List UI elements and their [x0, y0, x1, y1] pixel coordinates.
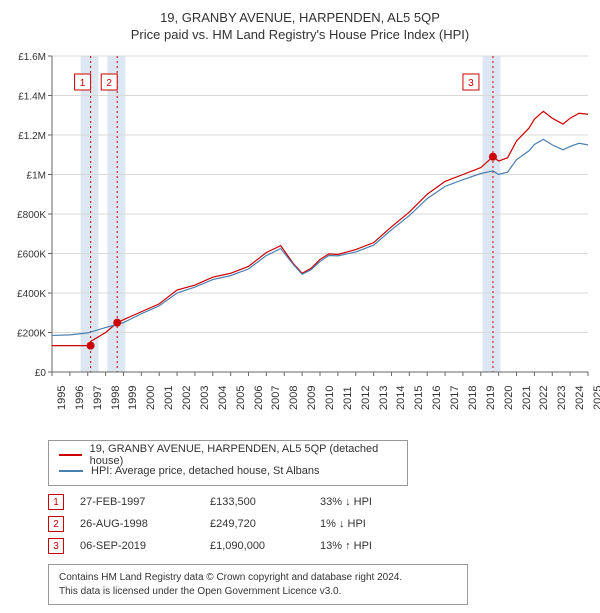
x-tick-label: 2022 — [538, 386, 550, 410]
svg-text:£1.4M: £1.4M — [18, 92, 46, 103]
x-tick-label: 2020 — [503, 386, 515, 410]
x-tick-label: 2002 — [181, 386, 193, 410]
svg-text:£1.6M: £1.6M — [18, 52, 46, 63]
footer-line-1: Contains HM Land Registry data © Crown c… — [59, 571, 457, 585]
x-tick-label: 2018 — [467, 386, 479, 410]
svg-text:£600K: £600K — [17, 250, 46, 261]
x-tick-label: 2023 — [556, 386, 568, 410]
legend: 19, GRANBY AVENUE, HARPENDEN, AL5 5QP (d… — [48, 440, 408, 486]
x-tick-label: 2007 — [270, 386, 282, 410]
transaction-row: 2 26-AUG-1998£249,7201% ↓ HPI — [48, 516, 592, 532]
x-tick-label: 2012 — [360, 386, 372, 410]
legend-label: HPI: Average price, detached house, St A… — [91, 465, 320, 477]
legend-swatch — [59, 470, 83, 472]
x-tick-label: 2025 — [592, 386, 600, 410]
x-tick-label: 1999 — [127, 386, 139, 410]
title-subtitle: Price paid vs. HM Land Registry's House … — [8, 27, 592, 42]
x-tick-label: 2009 — [306, 386, 318, 410]
legend-label: 19, GRANBY AVENUE, HARPENDEN, AL5 5QP (d… — [90, 443, 397, 467]
transaction-list: 1 27-FEB-1997£133,50033% ↓ HPI 2 26-AUG-199… — [8, 494, 592, 554]
transaction-delta: 1% ↓ HPI — [320, 518, 430, 530]
transaction-row: 3 06-SEP-2019£1,090,00013% ↑ HPI — [48, 538, 592, 554]
chart-container: £0 £200K £400K £600K £800K £1M £1.2M £1.4M £1.6M… — [8, 50, 592, 410]
x-tick-label: 2001 — [163, 386, 175, 410]
transaction-price: £1,090,000 — [210, 540, 320, 552]
attribution-footer: Contains HM Land Registry data © Crown c… — [48, 564, 468, 605]
svg-text:£800K: £800K — [17, 210, 46, 221]
x-tick-label: 2019 — [485, 386, 497, 410]
transaction-marker-badge: 2 — [48, 516, 64, 532]
x-tick-label: 2004 — [217, 386, 229, 410]
transaction-date: 26-AUG-1998 — [80, 518, 210, 530]
transaction-price: £133,500 — [210, 496, 320, 508]
x-tick-label: 2015 — [413, 386, 425, 410]
svg-text:2: 2 — [106, 78, 112, 89]
x-tick-label: 1995 — [56, 386, 68, 410]
svg-text:3: 3 — [468, 78, 474, 89]
transaction-delta: 33% ↓ HPI — [320, 496, 430, 508]
transaction-price: £249,720 — [210, 518, 320, 530]
transaction-date: 06-SEP-2019 — [80, 540, 210, 552]
legend-swatch — [59, 454, 82, 456]
svg-text:£200K: £200K — [17, 329, 46, 340]
x-tick-label: 2021 — [521, 386, 533, 410]
x-tick-label: 2010 — [324, 386, 336, 410]
transaction-row: 1 27-FEB-1997£133,50033% ↓ HPI — [48, 494, 592, 510]
svg-text:1: 1 — [80, 78, 86, 89]
x-tick-label: 2017 — [449, 386, 461, 410]
x-tick-label: 2008 — [288, 386, 300, 410]
transaction-marker-badge: 1 — [48, 494, 64, 510]
transaction-marker-badge: 3 — [48, 538, 64, 554]
transaction-delta: 13% ↑ HPI — [320, 540, 430, 552]
x-tick-label: 2014 — [395, 386, 407, 410]
x-tick-label: 2005 — [235, 386, 247, 410]
title-address: 19, GRANBY AVENUE, HARPENDEN, AL5 5QP — [8, 10, 592, 25]
footer-line-2: This data is licensed under the Open Gov… — [59, 585, 457, 599]
x-tick-label: 2003 — [199, 386, 211, 410]
price-chart: £0 £200K £400K £600K £800K £1M £1.2M £1.4M £1.6M… — [8, 50, 592, 410]
transaction-date: 27-FEB-1997 — [80, 496, 210, 508]
x-tick-label: 1996 — [74, 386, 86, 410]
svg-text:£1.2M: £1.2M — [18, 131, 46, 142]
x-tick-label: 2011 — [342, 386, 354, 410]
svg-text:£0: £0 — [35, 368, 47, 379]
svg-text:£1M: £1M — [27, 171, 46, 182]
x-tick-label: 2024 — [574, 386, 586, 410]
x-tick-label: 2016 — [431, 386, 443, 410]
x-tick-label: 1998 — [110, 386, 122, 410]
legend-item: 19, GRANBY AVENUE, HARPENDEN, AL5 5QP (d… — [59, 447, 397, 463]
x-tick-label: 2006 — [253, 386, 265, 410]
x-tick-label: 1997 — [92, 386, 104, 410]
x-tick-label: 2000 — [145, 386, 157, 410]
x-tick-label: 2013 — [378, 386, 390, 410]
svg-text:£400K: £400K — [17, 289, 46, 300]
